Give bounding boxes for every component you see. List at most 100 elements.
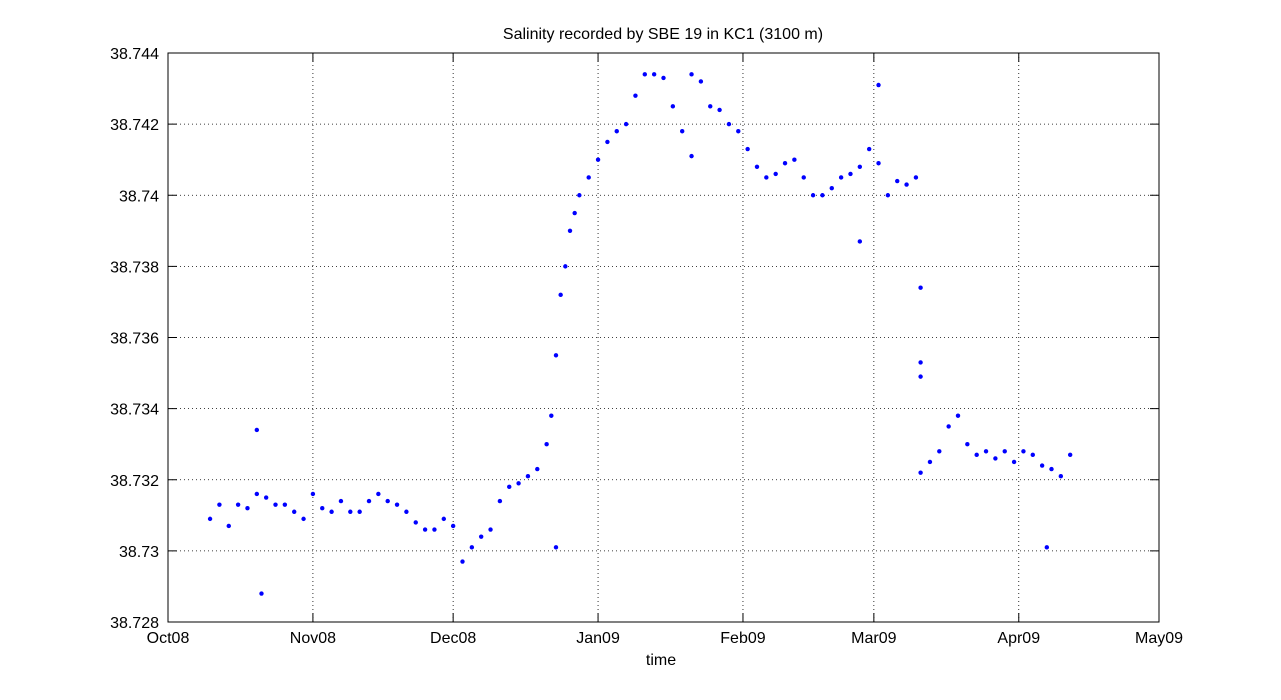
outlier-point — [1044, 545, 1050, 550]
data-point — [1030, 452, 1035, 458]
y-tick-label: 38.742 — [110, 117, 159, 134]
data-point — [614, 129, 619, 134]
data-point — [680, 129, 685, 134]
data-point — [376, 491, 381, 497]
data-point — [623, 121, 629, 127]
data-point — [913, 175, 919, 180]
x-tick-label: Apr09 — [997, 630, 1040, 647]
outlier-point — [857, 239, 863, 244]
data-point — [488, 527, 493, 532]
data-point — [207, 516, 213, 522]
y-tick-label: 38.732 — [110, 473, 159, 490]
data-point — [708, 104, 713, 109]
data-point — [689, 72, 694, 77]
data-point — [310, 491, 316, 497]
data-point — [1011, 459, 1017, 465]
chart-title: Salinity recorded by SBE 19 in KC1 (3100… — [503, 26, 823, 43]
data-point — [1058, 473, 1064, 479]
data-point — [245, 506, 250, 511]
data-point — [1039, 463, 1045, 468]
data-point — [848, 171, 853, 177]
data-point — [993, 456, 998, 461]
data-point — [394, 502, 400, 507]
data-point — [927, 459, 933, 465]
y-tick-label: 38.744 — [110, 46, 159, 63]
y-tick-label: 38.728 — [110, 615, 159, 632]
data-point — [876, 161, 881, 166]
data-point — [478, 534, 484, 539]
data-point — [320, 506, 325, 511]
data-point — [422, 527, 428, 532]
outlier-point — [918, 285, 923, 290]
data-point — [918, 470, 923, 475]
data-point — [348, 509, 353, 514]
data-point — [1067, 452, 1073, 458]
data-point — [885, 193, 891, 198]
data-point — [820, 193, 825, 198]
data-point — [1002, 449, 1007, 454]
data-point — [413, 520, 418, 525]
data-point — [773, 171, 778, 177]
data-point — [983, 449, 989, 454]
data-point — [366, 498, 372, 504]
data-point — [385, 498, 390, 504]
data-point — [955, 413, 961, 418]
grid-lines — [168, 53, 1159, 622]
data-point — [605, 139, 610, 145]
data-point — [726, 121, 732, 127]
data-point — [586, 175, 591, 180]
data-point — [301, 516, 306, 522]
data-point — [857, 164, 863, 169]
data-point — [329, 509, 334, 514]
data-point — [838, 175, 844, 180]
x-tick-label: Mar09 — [851, 630, 896, 647]
data-point — [736, 129, 741, 134]
data-point — [633, 93, 638, 98]
data-point — [661, 75, 666, 81]
data-point — [946, 424, 951, 429]
data-point — [535, 466, 540, 472]
x-tick-label: Dec08 — [430, 630, 476, 647]
data-point — [553, 353, 559, 358]
data-point — [544, 441, 549, 447]
data-point — [273, 502, 278, 507]
data-point — [263, 495, 269, 500]
data-point — [965, 441, 970, 447]
x-axis-label: time — [646, 652, 676, 669]
data-point — [558, 292, 563, 298]
outlier-point — [254, 427, 260, 433]
data-point — [866, 146, 872, 152]
data-point — [1021, 449, 1026, 454]
data-point — [937, 449, 942, 454]
data-point — [567, 228, 573, 234]
data-point — [525, 473, 531, 479]
data-point — [670, 104, 676, 109]
outlier-point — [918, 360, 923, 365]
y-tick-label: 38.734 — [110, 402, 159, 419]
plot-area — [167, 52, 1160, 623]
x-tick-label: Nov08 — [290, 630, 336, 647]
data-point — [516, 481, 521, 486]
data-point — [572, 210, 577, 216]
data-point — [754, 164, 760, 169]
data-points — [207, 72, 1073, 596]
data-point — [338, 498, 344, 504]
data-point — [717, 107, 722, 113]
y-tick-label: 38.73 — [119, 544, 159, 561]
x-tick-label: Jan09 — [576, 630, 620, 647]
data-point — [974, 452, 979, 458]
data-point — [497, 498, 503, 504]
data-point — [254, 491, 260, 497]
data-point — [829, 185, 834, 191]
y-tick-label: 38.738 — [110, 259, 159, 276]
data-point — [904, 182, 909, 187]
data-point — [441, 516, 446, 522]
axis-ticks — [167, 52, 1160, 623]
x-tick-label: Oct08 — [147, 630, 190, 647]
data-point — [698, 79, 704, 84]
x-tick-label: Feb09 — [720, 630, 765, 647]
data-point — [282, 502, 288, 507]
data-point — [895, 178, 900, 184]
data-point — [801, 175, 806, 180]
outlier-point — [876, 82, 881, 88]
